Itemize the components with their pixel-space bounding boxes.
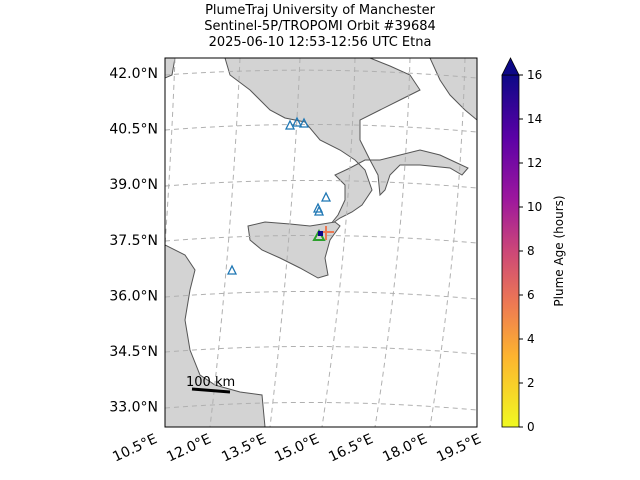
lat-labels: 42.0°N 40.5°N 39.0°N 37.5°N 36.0°N 34.5°N 33.0… <box>109 66 158 416</box>
colorbar-label: Plume Age (hours) <box>552 195 566 306</box>
lon-label: 12.0°E <box>164 431 213 465</box>
lat-label: 33.0°N <box>109 400 158 416</box>
colorbar-tick-label: 8 <box>527 244 535 258</box>
colorbar-scale <box>501 74 520 428</box>
colorbar-tick-label: 10 <box>527 200 542 214</box>
graticule <box>165 58 477 427</box>
lat-label: 42.0°N <box>109 66 158 82</box>
scale-bar-label: 100 km <box>186 375 235 390</box>
lat-label: 34.5°N <box>109 344 158 360</box>
land-corsica <box>165 58 176 79</box>
colorbar-tick-label: 6 <box>527 288 535 302</box>
lat-label: 37.5°N <box>109 233 158 249</box>
colorbar-tick-label: 12 <box>527 156 542 170</box>
land-italy <box>224 58 469 226</box>
colorbar-tick-label: 16 <box>527 68 542 82</box>
colorbar-tick-label: 0 <box>527 420 535 434</box>
map: 100 km <box>165 58 477 427</box>
colorbar-tick-label: 14 <box>527 112 542 126</box>
colorbar: Plume Age (hours) <box>501 57 566 428</box>
lon-labels: 10.5°E 12.0°E 13.5°E 15.0°E 16.5°E 18.0°E 19.5… <box>110 431 483 465</box>
lat-label: 40.5°N <box>109 122 158 138</box>
title-line: Sentinel-5P/TROPOMI Orbit #39684 <box>204 19 436 34</box>
colorbar-ticks: 0 2 4 6 8 10 12 14 16 <box>519 68 542 434</box>
land-africa <box>165 244 266 427</box>
lon-label: 19.5°E <box>434 431 483 465</box>
lat-label: 39.0°N <box>109 177 158 193</box>
lon-label: 13.5°E <box>219 431 268 465</box>
volcano-markers <box>226 116 332 275</box>
lon-label: 10.5°E <box>110 431 159 465</box>
colorbar-tick-label: 2 <box>527 376 535 390</box>
scale-bar <box>191 387 231 394</box>
lon-label: 15.0°E <box>272 431 321 465</box>
colorbar-extend <box>501 57 520 76</box>
map-frame <box>164 57 478 428</box>
title-line: 2025-06-10 12:53-12:56 UTC Etna <box>209 35 432 50</box>
lon-label: 16.5°E <box>326 431 375 465</box>
plume-points <box>312 226 334 241</box>
colorbar-tick-label: 4 <box>527 332 535 346</box>
lat-label: 36.0°N <box>109 288 158 304</box>
title-line: PlumeTraj University of Manchester <box>205 3 435 18</box>
lon-label: 18.0°E <box>380 431 429 465</box>
land-balkans <box>429 58 477 121</box>
